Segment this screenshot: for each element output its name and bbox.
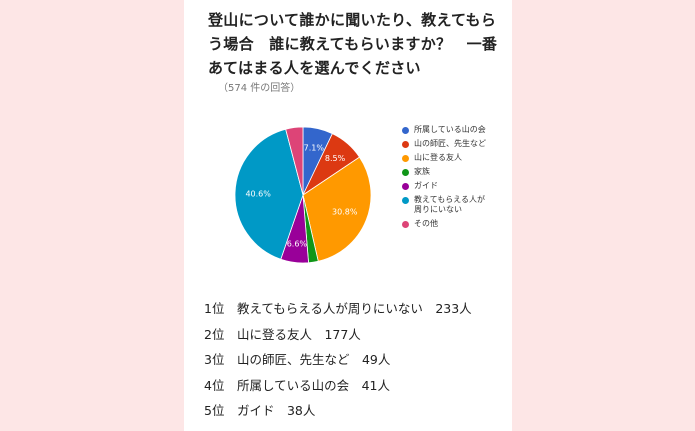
legend-label: 山に登る友人 xyxy=(414,153,462,162)
legend-label: 家族 xyxy=(414,167,430,176)
response-count: （574 件の回答） xyxy=(218,83,301,94)
legend-label: 教えてもらえる人が 周りにいない xyxy=(414,195,485,214)
legend-label: ガイド xyxy=(414,181,438,190)
pie-slice-label-6: 40.6% xyxy=(245,189,271,198)
pie-slice-label-1: 7.1% xyxy=(304,143,325,152)
legend-swatch xyxy=(402,196,409,204)
legend-swatch xyxy=(402,154,409,162)
pie-chart: 7.1%8.5% 30.8% 6.6% 40.6% xyxy=(234,126,372,264)
ranking-row-4: 4位 所属している山の会 41人 xyxy=(204,377,390,393)
legend-swatch xyxy=(402,168,409,176)
legend-item-2: 山の師匠、先生など xyxy=(402,139,506,149)
legend-item-7: その他 xyxy=(402,219,506,229)
legend-item-4: 家族 xyxy=(402,167,506,177)
legend-label: 山の師匠、先生など xyxy=(414,139,486,148)
legend-swatch xyxy=(402,126,409,134)
legend-item-5: ガイド xyxy=(402,181,506,191)
legend-swatch xyxy=(402,140,409,148)
ranking-row-2: 2位 山に登る友人 177人 xyxy=(204,326,361,342)
survey-question-title: 登山について誰かに聞いたり、教えてもらう場合 誰に教えてもらいますか？ 一番あて… xyxy=(208,11,498,77)
legend-item-1: 所属している山の会 xyxy=(402,125,506,135)
legend-label: 所属している山の会 xyxy=(414,125,486,134)
ranking-row-5: 5位 ガイド 38人 xyxy=(204,403,316,419)
pie-slice-6 xyxy=(234,128,304,260)
pie-slice-label-2: 8.5% xyxy=(325,154,346,163)
pie-slice-label-5: 6.6% xyxy=(287,240,308,249)
legend-item-6: 教えてもらえる人が 周りにいない xyxy=(402,195,506,215)
pie-slice-3 xyxy=(302,156,372,262)
ranking-row-1: 1位 教えてもらえる人が周りにいない 233人 xyxy=(204,301,472,316)
legend-item-3: 山に登る友人 xyxy=(402,153,506,163)
chart-legend: 所属している山の会 山の師匠、先生など 山に登る友人 家族ガイド教えてもらえる人が 周り… xyxy=(402,125,506,233)
ranking-list: 1位 教えてもらえる人が周りにいない 233人 2位 山に登る友人 177人 3位 … xyxy=(204,296,504,424)
legend-swatch xyxy=(402,220,409,228)
pie-slice-label-3: 30.8% xyxy=(332,208,358,217)
pie-slice-7 xyxy=(285,126,304,196)
legend-swatch xyxy=(402,182,409,190)
legend-label: その他 xyxy=(414,219,438,228)
ranking-row-3: 3位 山の師匠、先生など 49人 xyxy=(204,352,391,368)
